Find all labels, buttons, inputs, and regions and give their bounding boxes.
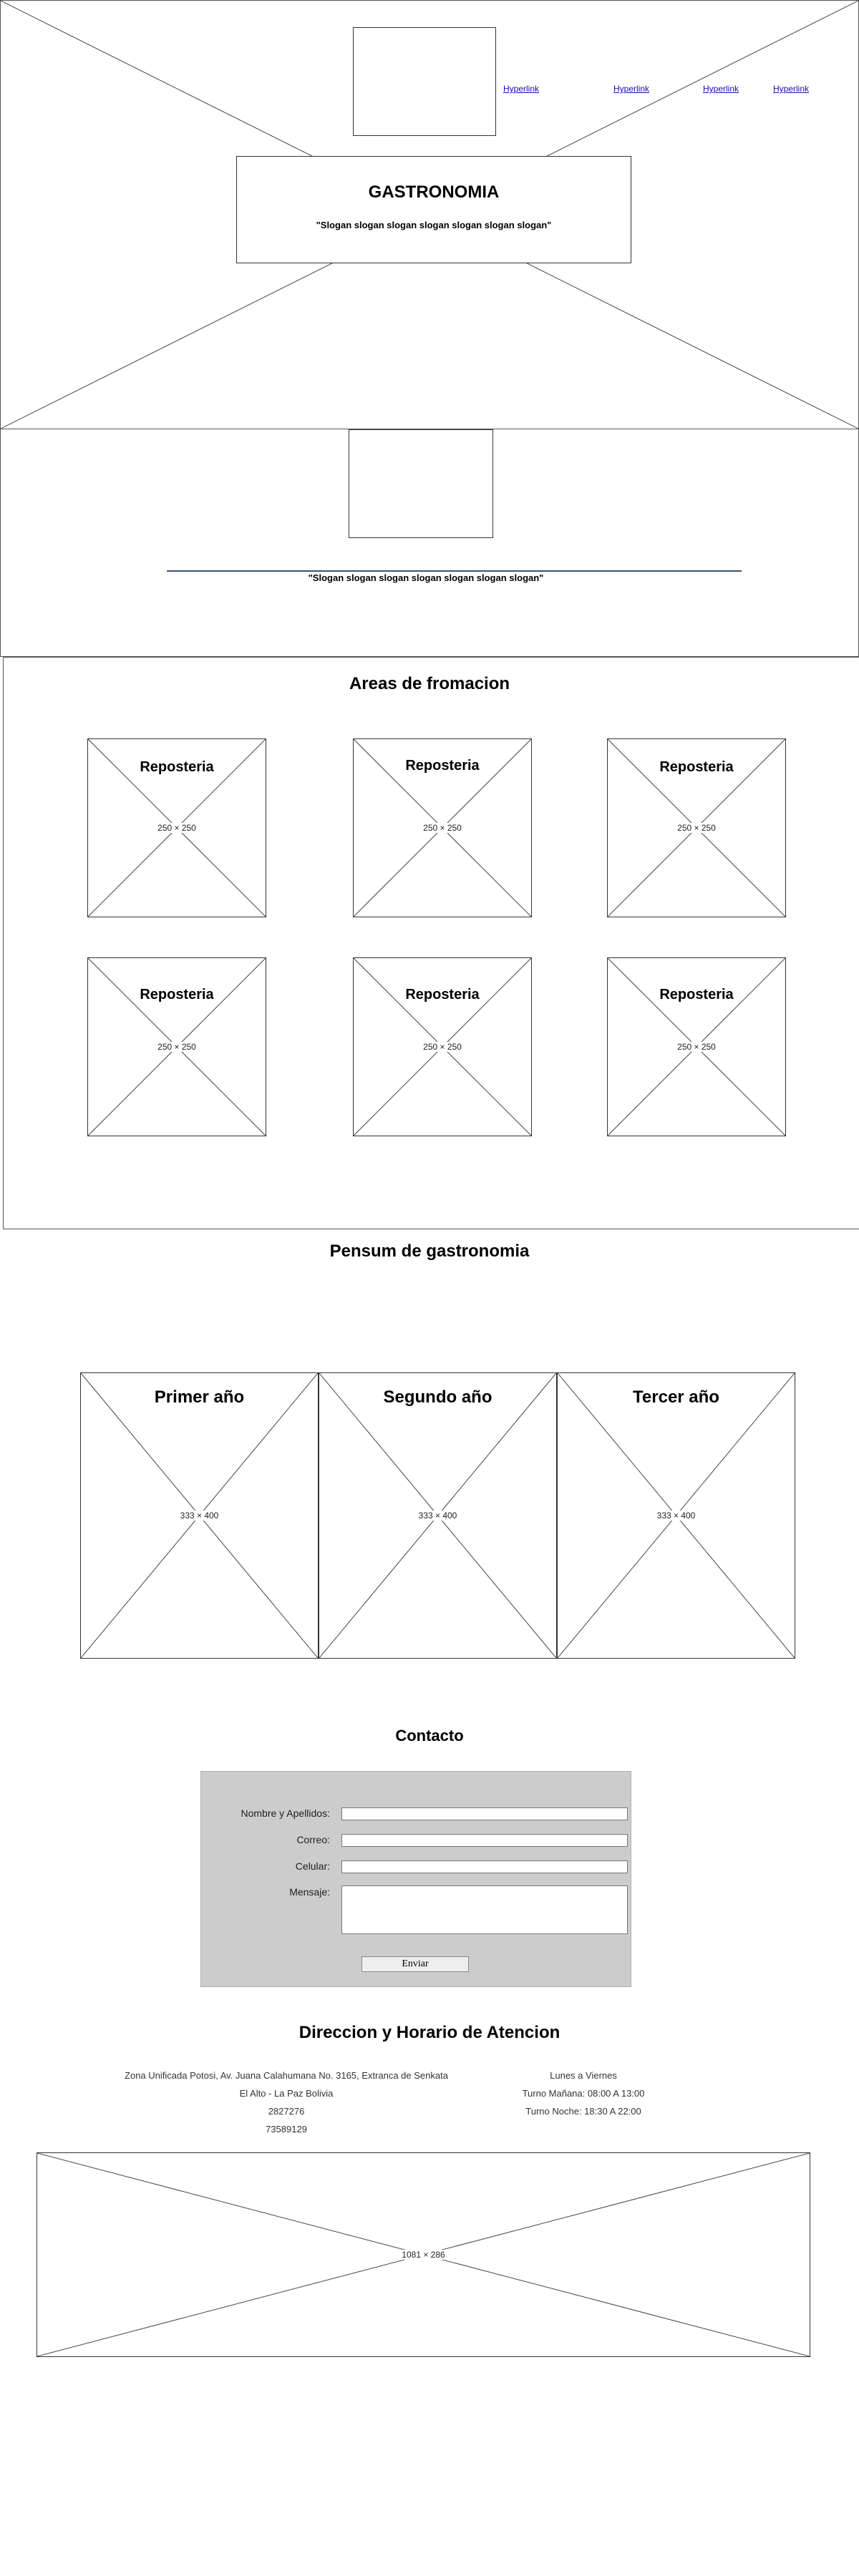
map-placeholder[interactable]: 1081 × 286 <box>37 2152 810 2357</box>
pensum-card-size: 333 × 400 <box>178 1511 220 1521</box>
nav-link-1[interactable]: Hyperlink <box>503 84 540 94</box>
area-card[interactable]: Reposteria 250 × 250 <box>607 738 786 917</box>
schedule-morning: Turno Mañana: 08:00 A 13:00 <box>522 2088 645 2099</box>
area-card[interactable]: Reposteria 250 × 250 <box>353 957 532 1136</box>
nav-link-3[interactable]: Hyperlink <box>703 84 739 94</box>
phone-field[interactable] <box>341 1860 628 1873</box>
contact-title: Contacto <box>395 1727 464 1745</box>
area-card-size: 250 × 250 <box>422 1042 463 1052</box>
hero-slogan: "Slogan slogan slogan slogan slogan slog… <box>316 220 552 230</box>
nav-link-2[interactable]: Hyperlink <box>613 84 650 94</box>
message-field[interactable] <box>341 1885 628 1934</box>
email-field[interactable] <box>341 1834 628 1847</box>
area-card[interactable]: Reposteria 250 × 250 <box>353 738 532 917</box>
areas-title: Areas de fromacion <box>349 674 510 693</box>
banner-slogan: "Slogan slogan slogan slogan slogan slog… <box>308 572 544 583</box>
hero-title-box: GASTRONOMIA "Slogan slogan slogan slogan… <box>236 156 631 263</box>
area-card[interactable]: Reposteria 250 × 250 <box>607 957 786 1136</box>
area-card-size: 250 × 250 <box>676 823 717 833</box>
area-card[interactable]: Reposteria 250 × 250 <box>87 738 266 917</box>
area-card-title: Reposteria <box>140 759 214 775</box>
phone-label: Celular: <box>295 1860 330 1872</box>
message-label: Mensaje: <box>289 1886 330 1898</box>
pensum-card-size: 333 × 400 <box>655 1511 697 1521</box>
area-card-size: 250 × 250 <box>156 823 198 833</box>
area-card-size: 250 × 250 <box>676 1042 717 1052</box>
area-card[interactable]: Reposteria 250 × 250 <box>87 957 266 1136</box>
pensum-card[interactable]: Tercer año 333 × 400 <box>557 1372 795 1659</box>
contact-form: Nombre y Apellidos: Correo: Celular: Men… <box>200 1771 631 1987</box>
area-card-size: 250 × 250 <box>422 823 463 833</box>
area-card-title: Reposteria <box>405 987 480 1002</box>
address-line: Zona Unificada Potosi, Av. Juana Calahum… <box>125 2070 448 2081</box>
name-field[interactable] <box>341 1807 628 1820</box>
pensum-title: Pensum de gastronomia <box>329 1241 530 1261</box>
address-city: El Alto - La Paz Bolivia <box>239 2088 334 2099</box>
pensum-card-title: Primer año <box>154 1387 245 1407</box>
area-card-title: Reposteria <box>405 758 480 774</box>
banner-divider <box>167 570 742 572</box>
pensum-card-title: Tercer año <box>633 1387 719 1407</box>
email-label: Correo: <box>296 1834 330 1845</box>
area-card-title: Reposteria <box>659 759 734 775</box>
map-placeholder-size: 1081 × 286 <box>400 2250 447 2260</box>
logo-placeholder[interactable] <box>353 27 496 136</box>
site-title: GASTRONOMIA <box>368 182 500 202</box>
phone-number: 2827276 <box>268 2106 305 2117</box>
pensum-card[interactable]: Segundo año 333 × 400 <box>319 1372 557 1659</box>
schedule-days: Lunes a Viernes <box>550 2070 617 2081</box>
nav-link-4[interactable]: Hyperlink <box>773 84 810 94</box>
pensum-card-size: 333 × 400 <box>417 1511 459 1521</box>
area-card-title: Reposteria <box>140 987 214 1002</box>
banner-logo-placeholder <box>349 429 493 538</box>
pensum-card[interactable]: Primer año 333 × 400 <box>80 1372 319 1659</box>
name-label: Nombre y Apellidos: <box>241 1807 330 1819</box>
area-card-size: 250 × 250 <box>156 1042 198 1052</box>
areas-section <box>3 657 859 1229</box>
address-title: Direccion y Horario de Atencion <box>299 2023 560 2042</box>
mobile-number: 73589129 <box>266 2124 307 2135</box>
pensum-card-title: Segundo año <box>383 1387 492 1407</box>
area-card-title: Reposteria <box>659 987 734 1002</box>
submit-button[interactable]: Enviar <box>361 1956 469 1972</box>
schedule-night: Turno Noche: 18:30 A 22:00 <box>525 2106 641 2117</box>
